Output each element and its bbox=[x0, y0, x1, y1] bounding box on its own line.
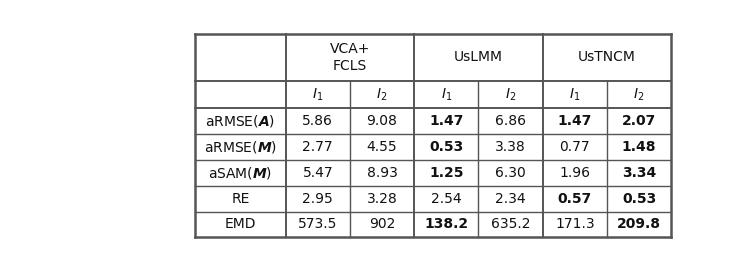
Text: 4.55: 4.55 bbox=[367, 140, 398, 154]
Text: 209.8: 209.8 bbox=[617, 217, 661, 231]
Text: $I_2$: $I_2$ bbox=[505, 86, 516, 103]
Text: 3.28: 3.28 bbox=[367, 192, 398, 206]
Text: 902: 902 bbox=[369, 217, 395, 231]
Text: 1.96: 1.96 bbox=[560, 166, 590, 180]
Text: 6.86: 6.86 bbox=[495, 114, 526, 128]
Text: EMD: EMD bbox=[225, 217, 256, 231]
Text: 3.38: 3.38 bbox=[495, 140, 526, 154]
Text: 0.53: 0.53 bbox=[622, 192, 656, 206]
Text: 635.2: 635.2 bbox=[491, 217, 530, 231]
Text: 2.54: 2.54 bbox=[431, 192, 461, 206]
Text: aRMSE($\boldsymbol{M}$): aRMSE($\boldsymbol{M}$) bbox=[204, 139, 277, 155]
Text: 6.30: 6.30 bbox=[495, 166, 526, 180]
Text: 171.3: 171.3 bbox=[555, 217, 595, 231]
Text: RE: RE bbox=[231, 192, 249, 206]
Text: UsLMM: UsLMM bbox=[454, 51, 503, 65]
Text: $I_1$: $I_1$ bbox=[569, 86, 580, 103]
Text: 0.57: 0.57 bbox=[558, 192, 592, 206]
Text: 5.86: 5.86 bbox=[303, 114, 333, 128]
Text: 2.07: 2.07 bbox=[622, 114, 656, 128]
Text: 8.93: 8.93 bbox=[366, 166, 398, 180]
Text: 2.34: 2.34 bbox=[495, 192, 526, 206]
Text: aRMSE($\boldsymbol{A}$): aRMSE($\boldsymbol{A}$) bbox=[205, 113, 276, 129]
Text: 2.95: 2.95 bbox=[303, 192, 333, 206]
Text: 1.48: 1.48 bbox=[622, 140, 656, 154]
Text: $I_1$: $I_1$ bbox=[440, 86, 452, 103]
Text: 1.47: 1.47 bbox=[429, 114, 464, 128]
Text: 1.47: 1.47 bbox=[557, 114, 592, 128]
Text: 5.47: 5.47 bbox=[303, 166, 333, 180]
Text: 0.53: 0.53 bbox=[429, 140, 464, 154]
Text: 0.77: 0.77 bbox=[560, 140, 590, 154]
Text: 3.34: 3.34 bbox=[622, 166, 656, 180]
Text: 9.08: 9.08 bbox=[366, 114, 398, 128]
Text: $I_2$: $I_2$ bbox=[634, 86, 645, 103]
Text: 2.77: 2.77 bbox=[303, 140, 333, 154]
Text: 138.2: 138.2 bbox=[424, 217, 468, 231]
Text: aSAM($\boldsymbol{M}$): aSAM($\boldsymbol{M}$) bbox=[208, 165, 273, 181]
Text: $I_1$: $I_1$ bbox=[312, 86, 324, 103]
Text: $I_2$: $I_2$ bbox=[377, 86, 388, 103]
Text: VCA+
FCLS: VCA+ FCLS bbox=[330, 42, 370, 73]
Text: 1.25: 1.25 bbox=[429, 166, 464, 180]
Text: UsTNCM: UsTNCM bbox=[578, 51, 636, 65]
Text: 573.5: 573.5 bbox=[298, 217, 338, 231]
